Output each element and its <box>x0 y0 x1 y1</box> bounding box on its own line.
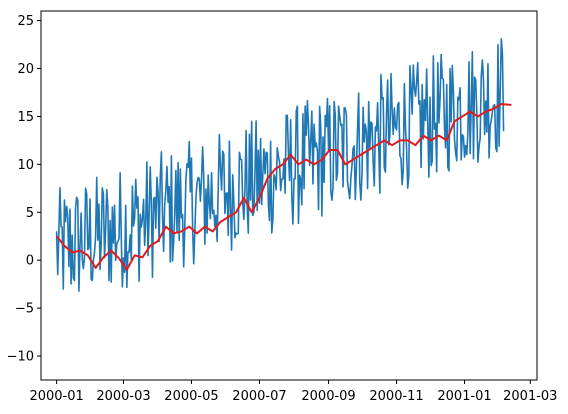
y-axis: −10 −5 0 5 10 15 20 25 <box>7 14 41 365</box>
y-tick-label: 15 <box>17 110 34 125</box>
y-tick-label: −10 <box>7 350 34 365</box>
rolling-mean-line <box>55 102 512 271</box>
daily-values-line <box>55 37 505 292</box>
x-tick-label: 2001-03 <box>503 389 557 404</box>
x-tick-label: 2000-01 <box>29 389 83 404</box>
plot-area <box>55 37 512 292</box>
y-tick-label: 10 <box>17 158 34 173</box>
x-tick-label: 2000-03 <box>96 389 150 404</box>
y-tick-label: 25 <box>17 14 34 29</box>
plot-frame <box>40 10 538 381</box>
y-tick-label: 20 <box>17 62 34 77</box>
x-tick-label: 2001-01 <box>437 389 491 404</box>
x-tick-label: 2000-07 <box>232 389 286 404</box>
x-tick-label: 2000-11 <box>369 389 423 404</box>
y-tick-label: 5 <box>26 206 34 221</box>
x-tick-label: 2000-05 <box>164 389 218 404</box>
x-axis: 2000-01 2000-03 2000-05 2000-07 2000-09 2000-… <box>29 380 557 404</box>
y-tick-label: −5 <box>15 302 34 317</box>
y-tick-label: 0 <box>26 254 34 269</box>
x-tick-label: 2000-09 <box>301 389 355 404</box>
